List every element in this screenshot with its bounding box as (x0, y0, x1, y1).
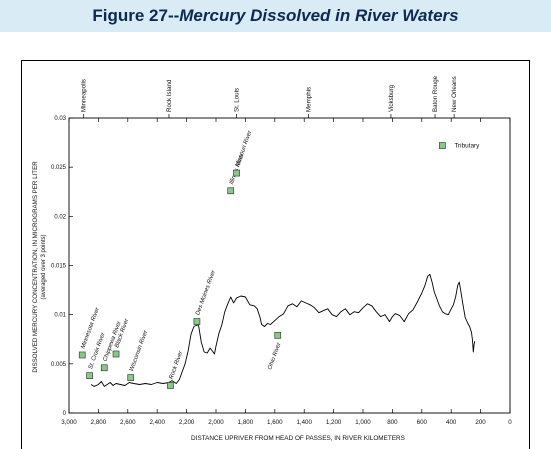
city-label: Vicksburg (388, 84, 395, 112)
y-tick-label: 0.02 (54, 214, 66, 220)
x-axis: 3,000 2,800 2,600 2,400 2,200 2,000 1,800 1,600… (61, 118, 512, 426)
tributary-marker (78, 351, 86, 359)
tributary-label: Missouri River (235, 129, 254, 168)
tributary-marker (193, 318, 201, 325)
y-tick-label: 0.03 (54, 116, 66, 122)
x-tick-label: 2,400 (149, 419, 165, 426)
figure-title-text: Mercury Dissolved in River Waters (179, 6, 459, 25)
x-tick-label: 1,600 (267, 419, 283, 426)
tributary-marker (439, 142, 446, 149)
x-tick-label: 800 (387, 419, 398, 426)
x-tick-label: 2,600 (120, 419, 136, 426)
figure-title-bar: Figure 27--Mercury Dissolved in River Wa… (0, 0, 551, 32)
river-series (90, 273, 476, 387)
x-tick-label: 1,000 (355, 419, 371, 426)
tributary-label: Des Moines River (195, 269, 217, 316)
x-tick-label: 2,200 (179, 419, 195, 426)
y-axis: 0 0.005 0.01 0.015 0.02 0.025 0.03 (51, 116, 73, 417)
tributary-marker (100, 364, 108, 372)
x-tick-label: 400 (446, 419, 457, 426)
y-tick-label: 0.025 (51, 165, 67, 171)
tributary-marker (167, 382, 174, 389)
city-labels: Minneapolis Rock Island St. Louis Memphis Vi… (81, 75, 458, 118)
x-tick-label: 1,400 (296, 419, 312, 426)
x-tick-label: 1,800 (238, 419, 254, 426)
tributary-marker (112, 350, 120, 358)
tributary-marker (227, 187, 235, 195)
y-tick-label: 0.01 (54, 313, 66, 319)
city-label: Rock Island (166, 79, 173, 112)
x-tick-label: 2,800 (91, 419, 107, 426)
x-tick-label: 1,200 (326, 419, 342, 426)
x-tick-label: 600 (417, 419, 428, 426)
tributary-label: Rock River (169, 350, 185, 381)
x-tick-label: 2,000 (208, 419, 224, 426)
x-tick-label: 3,000 (61, 419, 77, 426)
city-label: Minneapolis (81, 79, 88, 112)
y-tick-label: 0.005 (51, 362, 67, 368)
tributary-label: Wisconsin River (129, 329, 150, 372)
y-axis-label: DISSOLVED MERCURY CONCENTRATION, IN MICR… (32, 161, 39, 373)
city-label: St. Louis (234, 88, 241, 112)
figure-title: Figure 27--Mercury Dissolved in River Wa… (92, 6, 458, 26)
tributary-marker (127, 374, 135, 381)
figure-number: Figure 27-- (92, 6, 180, 25)
legend-label: Tributary (454, 143, 480, 150)
y-tick-label: 0.015 (51, 264, 67, 270)
series-line (90, 273, 476, 387)
tributary-label: Ohio River (267, 341, 283, 371)
x-tick-label: 200 (475, 419, 486, 426)
tributary-marker (86, 372, 93, 379)
tributary-marker (233, 169, 240, 177)
y-tick-label: 0 (63, 411, 67, 417)
chart-panel (21, 60, 530, 449)
city-label: Memphis (306, 87, 313, 112)
x-axis-label: DISTANCE UPRIVER FROM HEAD OF PASSES, IN… (191, 435, 405, 442)
city-label: Baton Rouge (432, 75, 439, 112)
city-label: New Orleans (451, 76, 458, 112)
tributary-marker (274, 331, 282, 339)
y-axis-sublabel: (averaged over 3 points) (41, 234, 47, 299)
x-tick-label: 0 (508, 419, 512, 426)
